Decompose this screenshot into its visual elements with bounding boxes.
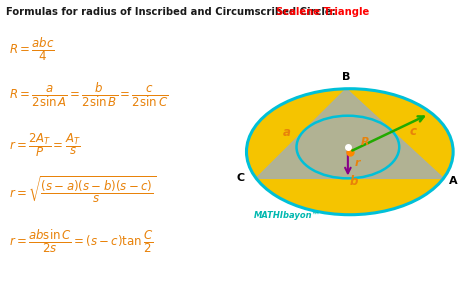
Text: Scalene Triangle: Scalene Triangle	[276, 7, 369, 17]
Text: $R = \dfrac{a}{2\sin A} = \dfrac{b}{2\sin B} = \dfrac{c}{2\sin C}$: $R = \dfrac{a}{2\sin A} = \dfrac{b}{2\si…	[9, 81, 169, 109]
Text: C: C	[236, 173, 244, 183]
Text: c: c	[409, 125, 416, 138]
Text: A: A	[449, 175, 458, 186]
Text: r: r	[355, 158, 361, 168]
Text: b: b	[349, 175, 357, 188]
Text: $r = \sqrt{\dfrac{(s-a)(s-b)(s-c)}{s}}$: $r = \sqrt{\dfrac{(s-a)(s-b)(s-c)}{s}}$	[9, 175, 157, 205]
Text: Formulas for radius of Inscribed and Circumscribed Circle:: Formulas for radius of Inscribed and Cir…	[6, 7, 339, 17]
Text: $r = \dfrac{ab\sin C}{2s} = (s - c)\tan\dfrac{C}{2}$: $r = \dfrac{ab\sin C}{2s} = (s - c)\tan\…	[9, 228, 154, 255]
Circle shape	[246, 89, 453, 215]
Text: MATHIbayon™: MATHIbayon™	[254, 211, 320, 220]
Text: $R = \dfrac{abc}{4}$: $R = \dfrac{abc}{4}$	[9, 36, 55, 63]
Text: R: R	[360, 137, 369, 147]
Text: a: a	[283, 126, 291, 139]
Polygon shape	[256, 89, 444, 178]
Text: $r = \dfrac{2A_T}{P} = \dfrac{A_T}{s}$: $r = \dfrac{2A_T}{P} = \dfrac{A_T}{s}$	[9, 131, 81, 159]
Text: B: B	[342, 72, 350, 81]
